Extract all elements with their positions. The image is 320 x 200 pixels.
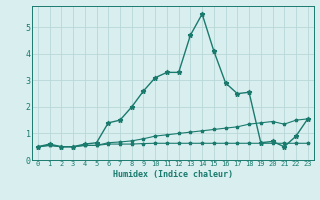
X-axis label: Humidex (Indice chaleur): Humidex (Indice chaleur): [113, 170, 233, 179]
